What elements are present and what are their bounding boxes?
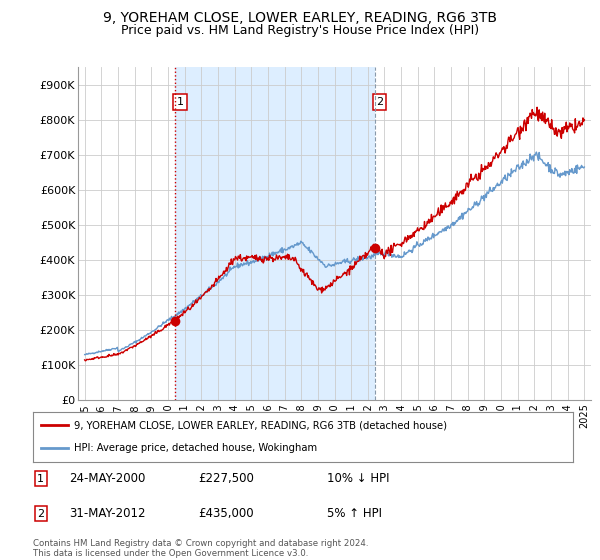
Text: 24-MAY-2000: 24-MAY-2000 [69, 472, 145, 486]
Text: £227,500: £227,500 [198, 472, 254, 486]
Text: 1: 1 [176, 97, 184, 107]
Text: £435,000: £435,000 [198, 507, 254, 520]
Text: 9, YOREHAM CLOSE, LOWER EARLEY, READING, RG6 3TB (detached house): 9, YOREHAM CLOSE, LOWER EARLEY, READING,… [74, 420, 446, 430]
Text: Price paid vs. HM Land Registry's House Price Index (HPI): Price paid vs. HM Land Registry's House … [121, 24, 479, 36]
Text: 2: 2 [37, 508, 44, 519]
Bar [175, 67, 375, 400]
Text: 2: 2 [376, 97, 383, 107]
Text: HPI: Average price, detached house, Wokingham: HPI: Average price, detached house, Woki… [74, 444, 317, 454]
Text: 9, YOREHAM CLOSE, LOWER EARLEY, READING, RG6 3TB: 9, YOREHAM CLOSE, LOWER EARLEY, READING,… [103, 11, 497, 25]
Text: Contains HM Land Registry data © Crown copyright and database right 2024.
This d: Contains HM Land Registry data © Crown c… [33, 539, 368, 558]
Text: 31-MAY-2012: 31-MAY-2012 [69, 507, 146, 520]
Text: 1: 1 [37, 474, 44, 484]
Text: 10% ↓ HPI: 10% ↓ HPI [327, 472, 389, 486]
Text: 5% ↑ HPI: 5% ↑ HPI [327, 507, 382, 520]
